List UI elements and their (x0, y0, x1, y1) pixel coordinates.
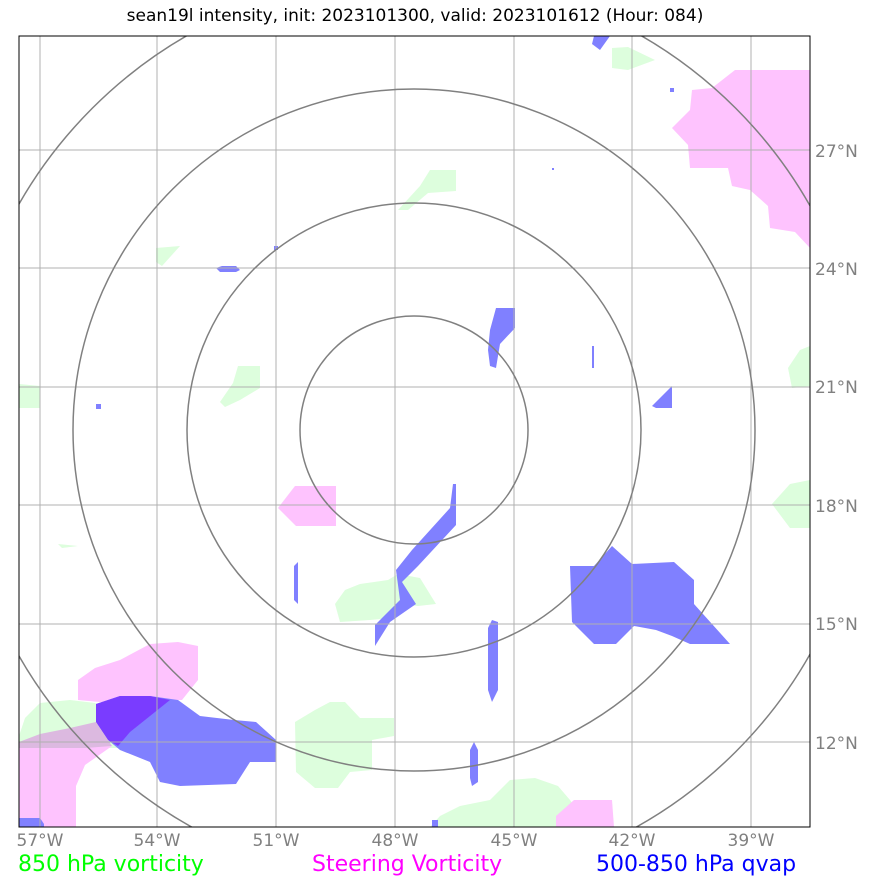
lat-tick-label: 12°N (815, 734, 858, 754)
qvap-patch (19, 818, 44, 827)
qvap-patch (592, 346, 594, 368)
lat-tick-label: 21°N (815, 378, 858, 398)
range-ring-2 (186, 202, 642, 658)
lon-tick-label: 48°W (372, 831, 419, 851)
range-ring-inner (299, 315, 529, 545)
qvap-patch (432, 820, 438, 827)
vort850-patch (398, 170, 456, 210)
lon-tick-label: 54°W (134, 831, 181, 851)
qvap-patch (652, 386, 672, 408)
longitude-ticks: 57°W 54°W 51°W 48°W 45°W 42°W 39°W (17, 831, 775, 851)
legend-steering-vorticity: Steering Vorticity (312, 852, 503, 877)
qvap-patch (488, 308, 515, 368)
steering-patch (78, 642, 198, 702)
qvap-patch (570, 546, 730, 644)
qvap-patch (552, 168, 554, 170)
lon-tick-label: 51°W (253, 831, 300, 851)
vort850-patch (772, 480, 810, 528)
lat-tick-label: 18°N (815, 497, 858, 517)
lon-tick-label: 39°W (728, 831, 775, 851)
vort850-fills (19, 47, 810, 827)
vort850-patch (430, 778, 590, 827)
lat-tick-label: 27°N (815, 142, 858, 162)
qvap-patch (470, 742, 478, 786)
qvap-dark-patch (96, 696, 170, 746)
qvap-patch (592, 36, 610, 50)
lat-tick-label: 24°N (815, 260, 858, 280)
steering-patch (556, 800, 614, 827)
legend-850hpa-vorticity: 850 hPa vorticity (18, 852, 204, 877)
map-frame (18, 35, 811, 828)
steering-patch (672, 70, 810, 248)
steering-patch (19, 730, 112, 827)
qvap-patch (216, 266, 240, 272)
qvap-patch (294, 562, 298, 604)
map-title: sean19l intensity, init: 2023101300, val… (126, 6, 704, 26)
steering-vorticity-fills (19, 70, 810, 827)
legend-qvap: 500-850 hPa qvap (596, 852, 797, 877)
vort850-patch (19, 384, 40, 408)
vort850-patch (156, 246, 180, 266)
lat-tick-label: 15°N (815, 615, 858, 635)
qvap-patch (488, 620, 498, 702)
qvap-patch (96, 404, 101, 409)
vort850-patch (612, 47, 655, 70)
vort850-patch (295, 702, 394, 788)
lon-tick-label: 45°W (491, 831, 538, 851)
qvap-patch (670, 88, 674, 92)
vort850-patch (58, 544, 78, 548)
vort850-patch (788, 346, 810, 388)
range-ring-3 (72, 88, 756, 772)
vort850-patch (335, 574, 436, 622)
lon-tick-label: 57°W (17, 831, 64, 851)
latitude-ticks: 27°N 24°N 21°N 18°N 15°N 12°N (815, 142, 858, 754)
lon-tick-label: 42°W (609, 831, 656, 851)
